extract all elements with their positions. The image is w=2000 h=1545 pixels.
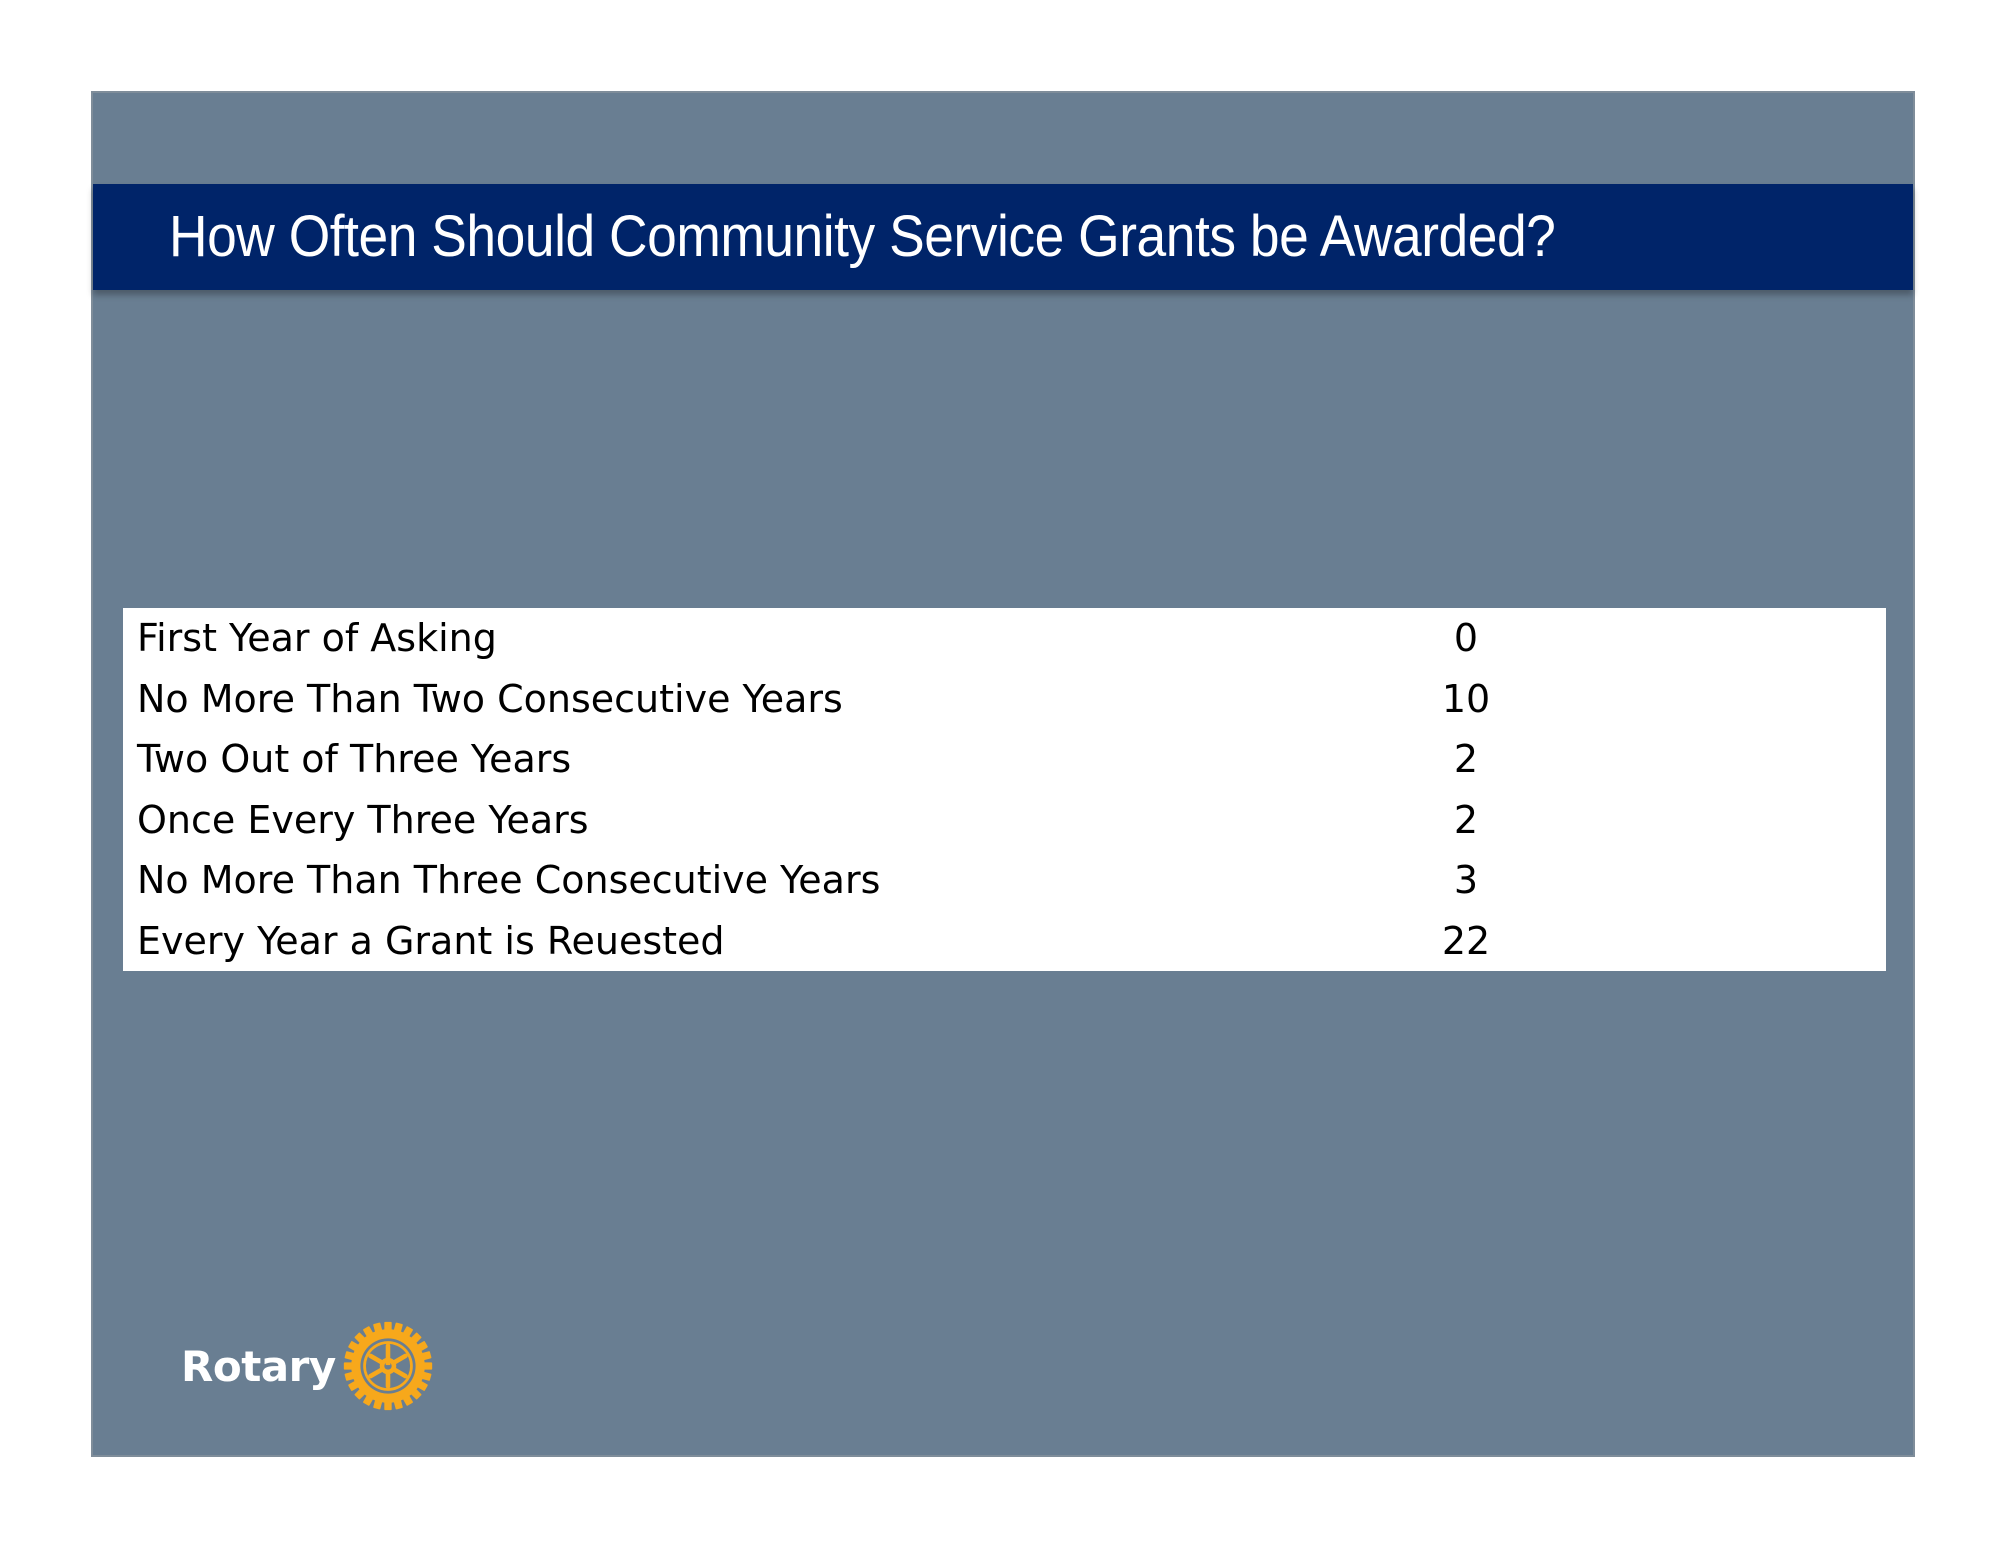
row-value: 10 <box>1441 676 1491 721</box>
row-label: Once Every Three Years <box>137 797 589 842</box>
row-label: No More Than Two Consecutive Years <box>137 676 843 721</box>
table-row: No More Than Three Consecutive Years 3 <box>123 850 1886 911</box>
row-value: 0 <box>1453 616 1479 661</box>
rotary-wheel-icon <box>343 1321 432 1411</box>
row-value: 3 <box>1453 858 1479 903</box>
slide-title: How Often Should Community Service Grant… <box>169 204 1556 269</box>
row-label: No More Than Three Consecutive Years <box>137 858 881 903</box>
table-row: Every Year a Grant is Reuested 22 <box>123 911 1886 972</box>
row-value: 2 <box>1453 797 1479 842</box>
results-table: First Year of Asking 0 No More Than Two … <box>123 608 1886 971</box>
title-bar: How Often Should Community Service Grant… <box>93 184 1913 290</box>
row-label: Two Out of Three Years <box>137 737 572 782</box>
table-row: First Year of Asking 0 <box>123 608 1886 669</box>
row-value-cell: 10 <box>1436 669 1886 730</box>
row-value-cell: 2 <box>1436 729 1886 790</box>
row-value-cell: 2 <box>1436 790 1886 851</box>
table-row: Two Out of Three Years 2 <box>123 729 1886 790</box>
table-row: No More Than Two Consecutive Years 10 <box>123 669 1886 730</box>
logo-wordmark: Rotary <box>181 1341 336 1391</box>
row-label: Every Year a Grant is Reuested <box>137 918 725 963</box>
row-value-cell: 3 <box>1436 850 1886 911</box>
row-value-cell: 22 <box>1436 911 1886 972</box>
table-row: Once Every Three Years 2 <box>123 790 1886 851</box>
slide: How Often Should Community Service Grant… <box>91 91 1915 1457</box>
row-value: 2 <box>1453 737 1479 782</box>
row-value: 22 <box>1441 918 1491 963</box>
row-value-cell: 0 <box>1436 608 1886 669</box>
rotary-logo: Rotary <box>181 1321 434 1411</box>
row-label: First Year of Asking <box>137 616 497 661</box>
